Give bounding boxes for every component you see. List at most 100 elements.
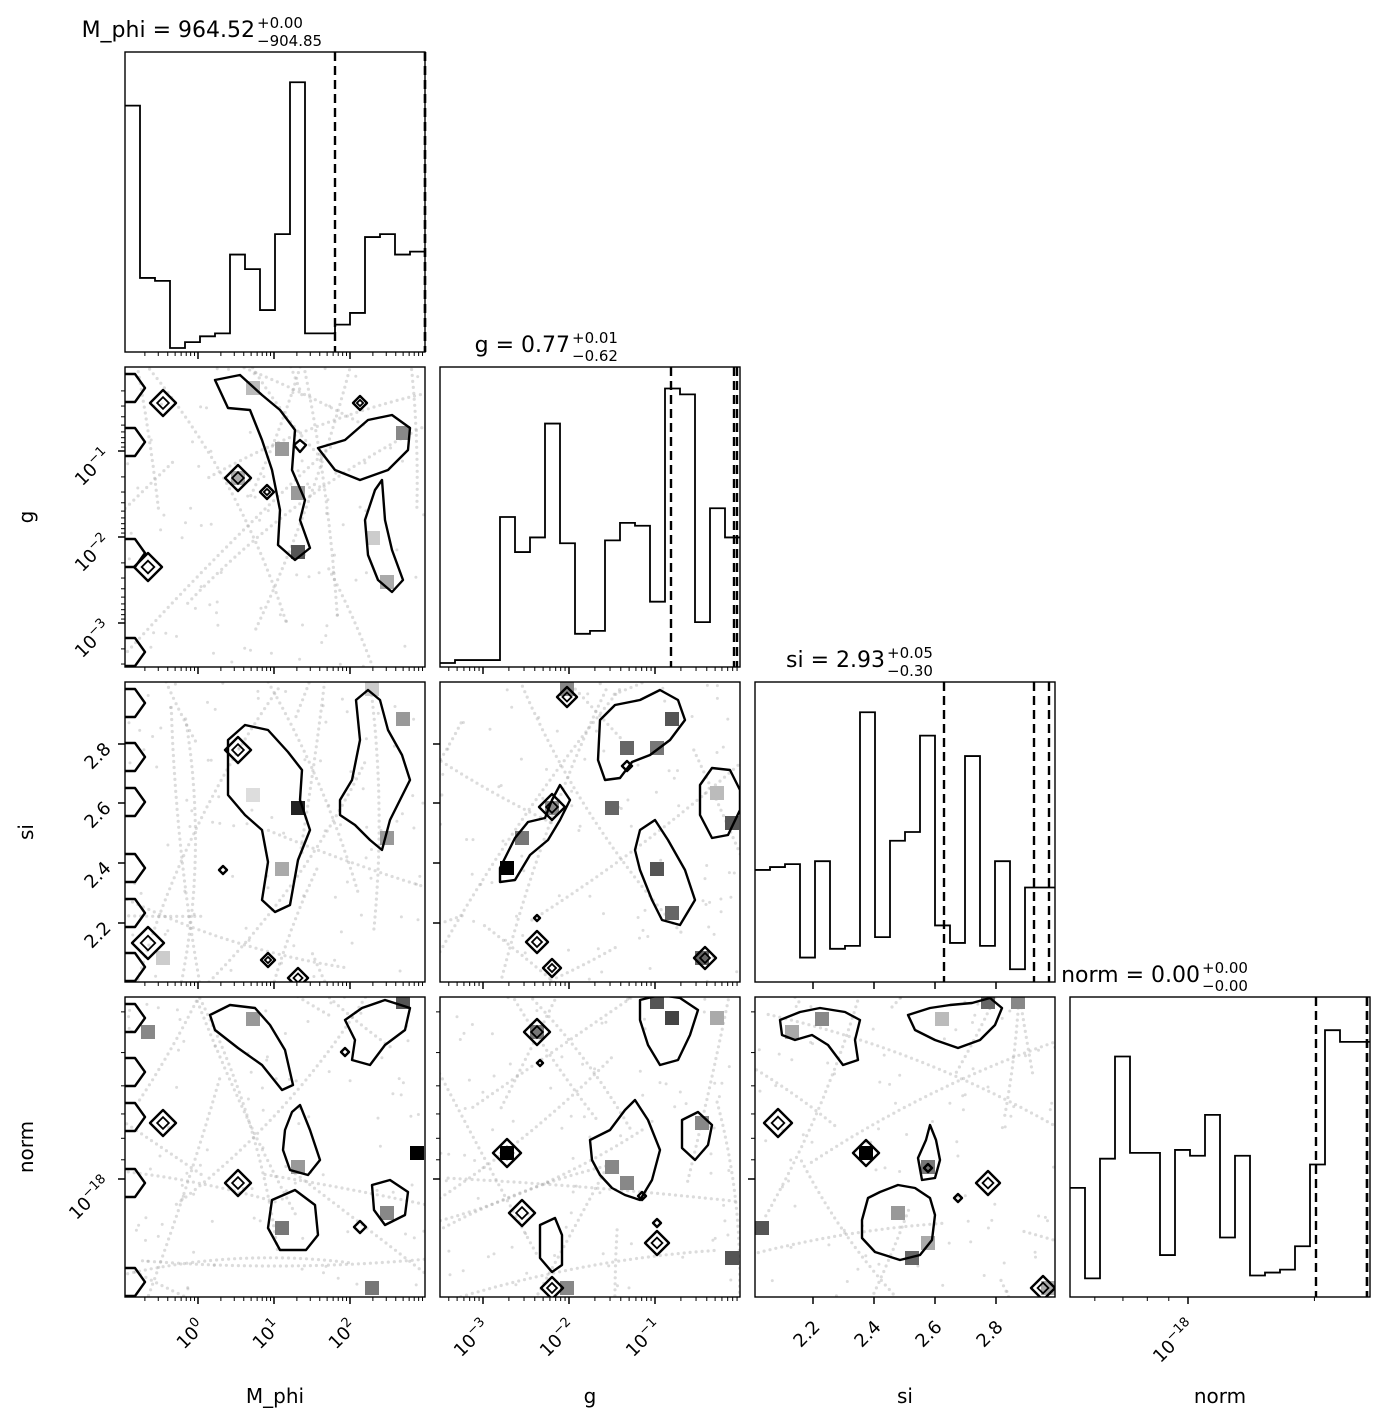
sample-point [996, 991, 999, 994]
sample-point [500, 975, 504, 979]
sample-point [199, 914, 203, 918]
sample-point [372, 861, 375, 864]
sample-point [328, 810, 332, 814]
sample-point [270, 579, 274, 583]
sample-point [279, 1185, 283, 1189]
sample-point [614, 1240, 619, 1244]
sample-point [613, 1288, 617, 1292]
sample-point [860, 1129, 865, 1133]
sample-point [55, 1075, 58, 1078]
sample-point [702, 1010, 706, 1014]
sample-point [315, 739, 319, 743]
sample-point [458, 1183, 462, 1187]
sample-point [654, 576, 657, 579]
density-cell [365, 1281, 379, 1295]
sample-point [357, 611, 360, 614]
sample-point [663, 699, 667, 703]
sample-point [233, 536, 237, 541]
sample-point [218, 1055, 222, 1059]
sample-point [390, 874, 394, 879]
sample-point [565, 1078, 569, 1082]
sample-point [327, 237, 330, 240]
sample-point [1009, 1078, 1013, 1082]
sample-point [271, 1169, 275, 1173]
sample-point [650, 1191, 654, 1195]
sample-point [170, 944, 173, 947]
sample-point [807, 1019, 810, 1022]
sample-point [206, 1012, 210, 1017]
sample-point [1016, 863, 1019, 866]
sample-point [361, 1364, 364, 1367]
sample-point [482, 1165, 486, 1169]
sample-point [169, 927, 172, 930]
sample-point [541, 796, 545, 800]
sample-point [451, 1293, 454, 1296]
sample-point [458, 1254, 461, 1257]
sample-point [185, 729, 189, 733]
sample-point [636, 825, 639, 828]
sample-point [248, 368, 252, 372]
sample-point [816, 1398, 819, 1401]
sample-point [155, 1266, 159, 1270]
sample-point [215, 355, 218, 358]
contour-line [266, 1188, 320, 1252]
sample-point [599, 699, 603, 703]
sample-point [608, 1187, 612, 1191]
sample-point [576, 1218, 580, 1222]
sample-point [397, 1077, 401, 1081]
sample-point [254, 660, 257, 663]
sample-point [261, 557, 265, 561]
sample-point [327, 437, 332, 441]
sample-point [535, 1185, 539, 1189]
sample-point [334, 1185, 338, 1189]
sample-point [787, 969, 790, 972]
sample-point [1011, 1055, 1015, 1059]
density-cell [141, 1025, 155, 1039]
sample-point [375, 747, 379, 751]
sample-point [725, 1404, 728, 1407]
sample-point [381, 694, 384, 697]
sample-point [1154, 822, 1157, 825]
sample-point [202, 1016, 206, 1020]
sample-point [407, 395, 411, 399]
sample-point [290, 1264, 294, 1268]
sample-point [783, 958, 786, 961]
sample-point [109, 890, 112, 893]
sample-point [298, 431, 303, 435]
sample-point [140, 1259, 145, 1263]
sample-point [650, 1119, 654, 1123]
sample-point [620, 1141, 624, 1145]
sample-point [515, 914, 518, 918]
sample-point [715, 751, 719, 754]
sample-point [232, 1088, 236, 1092]
sample-point [310, 765, 314, 770]
sample-point [194, 151, 197, 154]
sample-point [235, 238, 238, 241]
sample-point [518, 1192, 522, 1196]
sample-point [648, 1015, 651, 1018]
sample-point [697, 383, 700, 386]
sample-point [402, 410, 405, 413]
sample-point [61, 912, 64, 915]
sample-point [626, 997, 629, 1001]
sample-point [256, 546, 260, 550]
sample-point [815, 1238, 819, 1242]
sample-point [283, 954, 287, 958]
sample-point [383, 402, 388, 406]
sample-point [265, 931, 268, 934]
sample-point [261, 611, 265, 615]
sample-point [435, 1205, 438, 1208]
sample-point [494, 1001, 497, 1004]
sample-point [435, 955, 438, 958]
sample-point [415, 469, 419, 473]
sample-point [442, 1301, 445, 1304]
sample-point [235, 1084, 239, 1089]
sample-point [355, 1363, 358, 1366]
sample-point [182, 873, 186, 877]
sample-point [199, 986, 202, 989]
sample-point [622, 1116, 626, 1120]
sample-point [673, 1193, 678, 1197]
sample-point [183, 130, 186, 133]
sample-point [534, 1228, 537, 1231]
sample-point [215, 971, 219, 976]
